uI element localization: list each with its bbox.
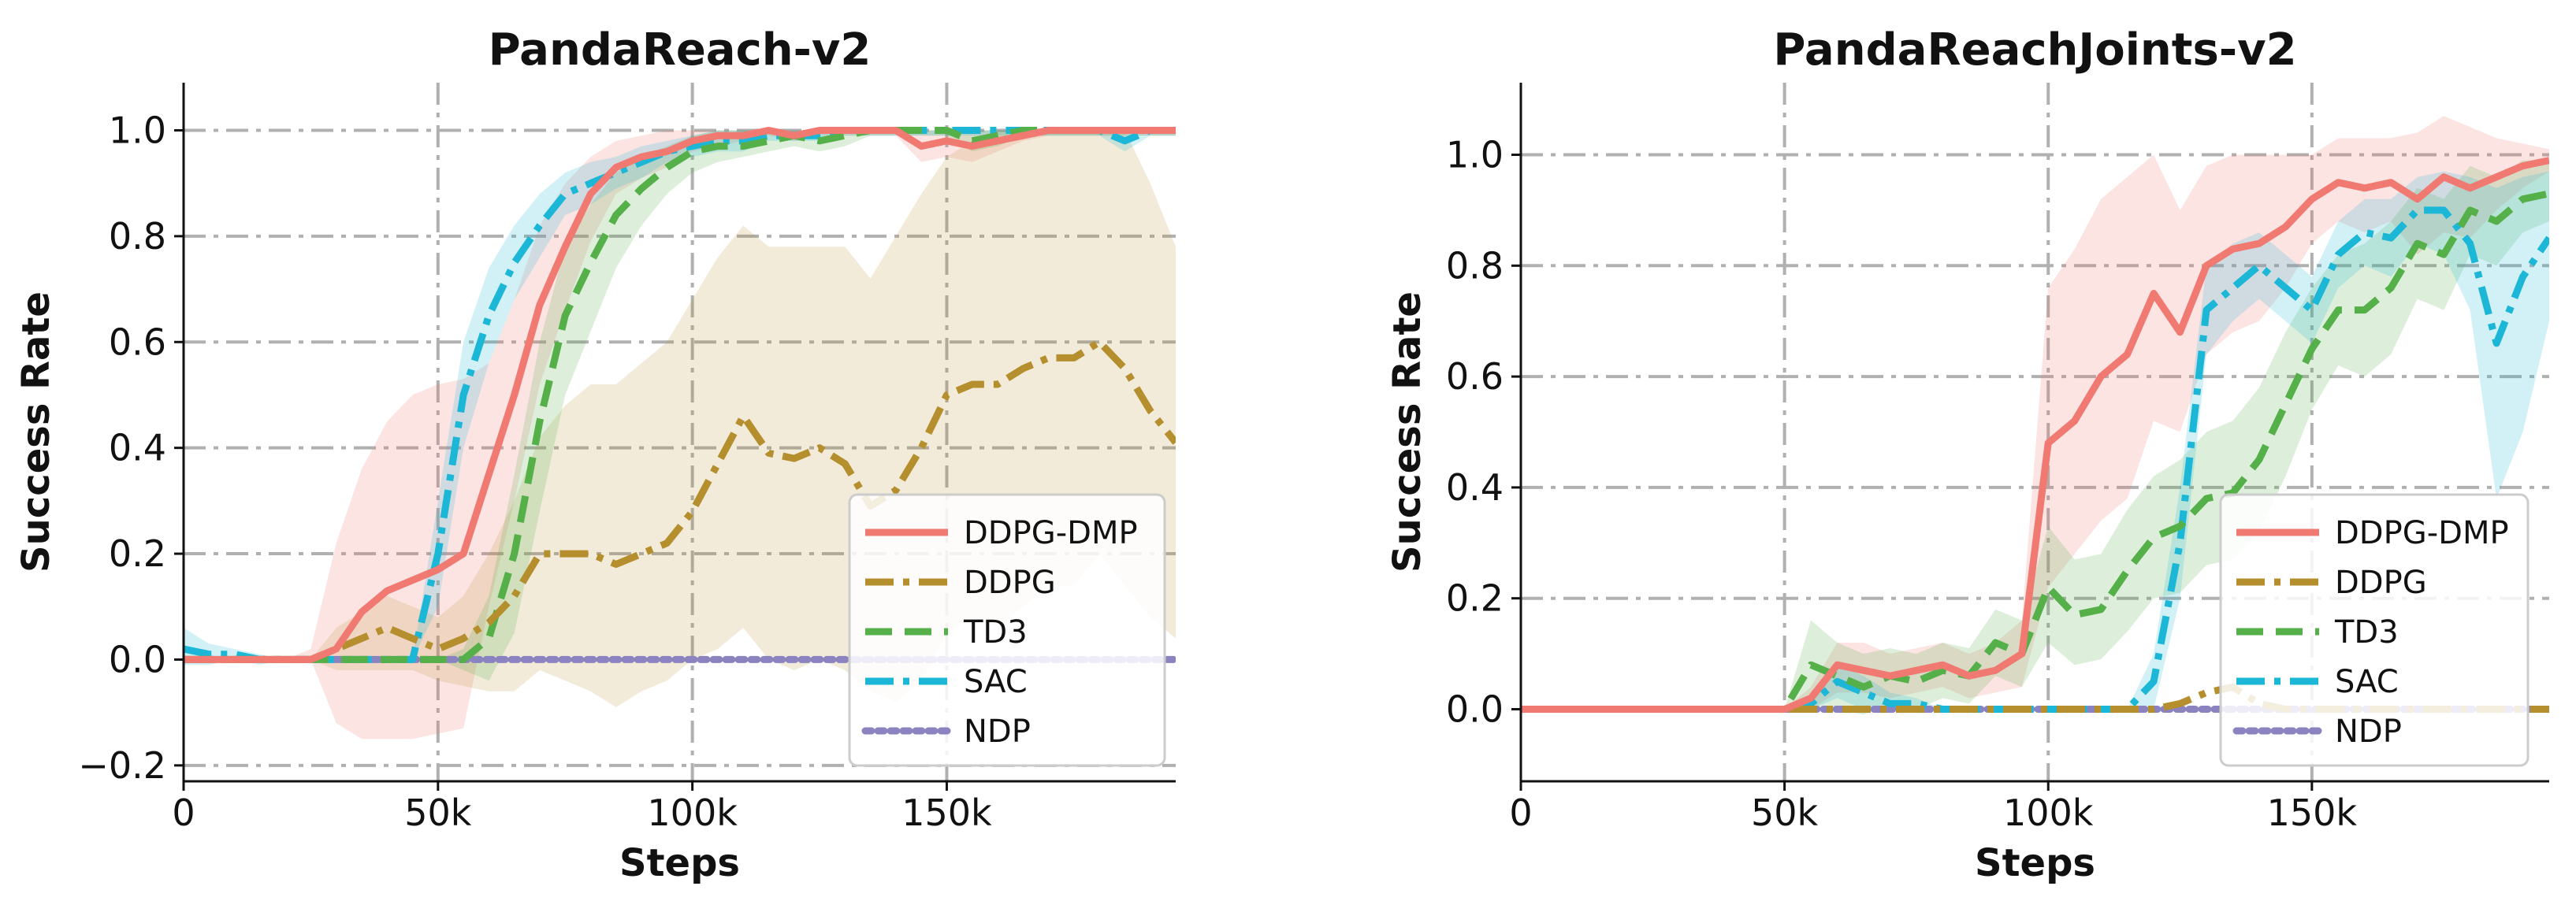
y-tick-label: 0.0 xyxy=(1446,688,1504,730)
legend-label-ndp: NDP xyxy=(964,714,1031,750)
y-tick-label: 1.0 xyxy=(109,109,166,151)
legend-label-ddpg-dmp: DDPG-DMP xyxy=(964,515,1138,551)
y-tick-label: −0.2 xyxy=(78,744,166,787)
series-line-td3 xyxy=(184,127,1176,663)
chart-title: PandaReachJoints-v2 xyxy=(1773,24,2296,76)
legend-label-sac: SAC xyxy=(2335,664,2399,700)
legend-box xyxy=(2219,493,2530,767)
legend: DDPG-DMP DDPG TD3 SAC NDP xyxy=(2219,493,2530,767)
series-line-ddpg-dmp xyxy=(1521,157,2549,713)
y-tick-label: 0.4 xyxy=(1446,466,1504,509)
x-tick-label: 150k xyxy=(2267,792,2358,834)
x-axis-label: Steps xyxy=(1975,841,2095,885)
x-tick-label: 150k xyxy=(901,792,992,834)
y-tick-label: 0.2 xyxy=(109,532,166,575)
legend-label-sac: SAC xyxy=(964,664,1028,700)
y-tick-label: 0.4 xyxy=(109,427,166,469)
x-tick-label: 0 xyxy=(172,792,195,834)
x-tick-label: 0 xyxy=(1509,792,1532,834)
x-tick-label: 50k xyxy=(1751,792,1819,834)
y-axis-label: Success Rate xyxy=(1385,291,1429,573)
series-line-ddpg xyxy=(184,338,1176,663)
legend-label-ddpg: DDPG xyxy=(2335,565,2427,601)
y-axis-label: Success Rate xyxy=(14,291,58,573)
chart-title: PandaReach-v2 xyxy=(489,24,872,76)
chart-panel-1: 0 50k 100k 150k 0.0 0.2 0.4 0.6 0.8 1.0 PandaReach… xyxy=(1385,24,2549,885)
legend-label-ddpg: DDPG xyxy=(964,565,1056,601)
y-tick-label: 0.6 xyxy=(1446,355,1504,398)
legend-label-td3: TD3 xyxy=(2334,614,2399,651)
y-tick-label: 0.0 xyxy=(109,638,166,680)
y-tick-label: 0.8 xyxy=(109,215,166,258)
x-axis-label: Steps xyxy=(619,841,740,885)
x-tick-label: 50k xyxy=(404,792,472,834)
x-tick-label: 100k xyxy=(2003,792,2094,834)
band-ddpg-dmp xyxy=(184,130,1176,740)
y-tick-label: 0.8 xyxy=(1446,244,1504,287)
y-tick-label: 0.6 xyxy=(109,321,166,363)
band-ddpg-dmp xyxy=(1521,116,2549,710)
legend: DDPG-DMP DDPG TD3 SAC NDP xyxy=(848,493,1166,767)
legend-label-td3: TD3 xyxy=(963,614,1028,651)
legend-label-ddpg-dmp: DDPG-DMP xyxy=(2335,515,2509,551)
x-tick-label: 100k xyxy=(647,792,738,834)
series-line-ddpg-dmp xyxy=(184,127,1176,663)
y-tick-label: 1.0 xyxy=(1446,134,1504,176)
y-tick-label: 0.2 xyxy=(1446,577,1504,620)
legend-box xyxy=(848,493,1166,767)
legend-label-ndp: NDP xyxy=(2335,714,2402,750)
chart-panel-0: 0 50k 100k 150k −0.2 0.0 0.2 0.4 0.6 0.8 1.0 PandaR… xyxy=(14,24,1176,885)
band-sac xyxy=(1521,171,2549,710)
